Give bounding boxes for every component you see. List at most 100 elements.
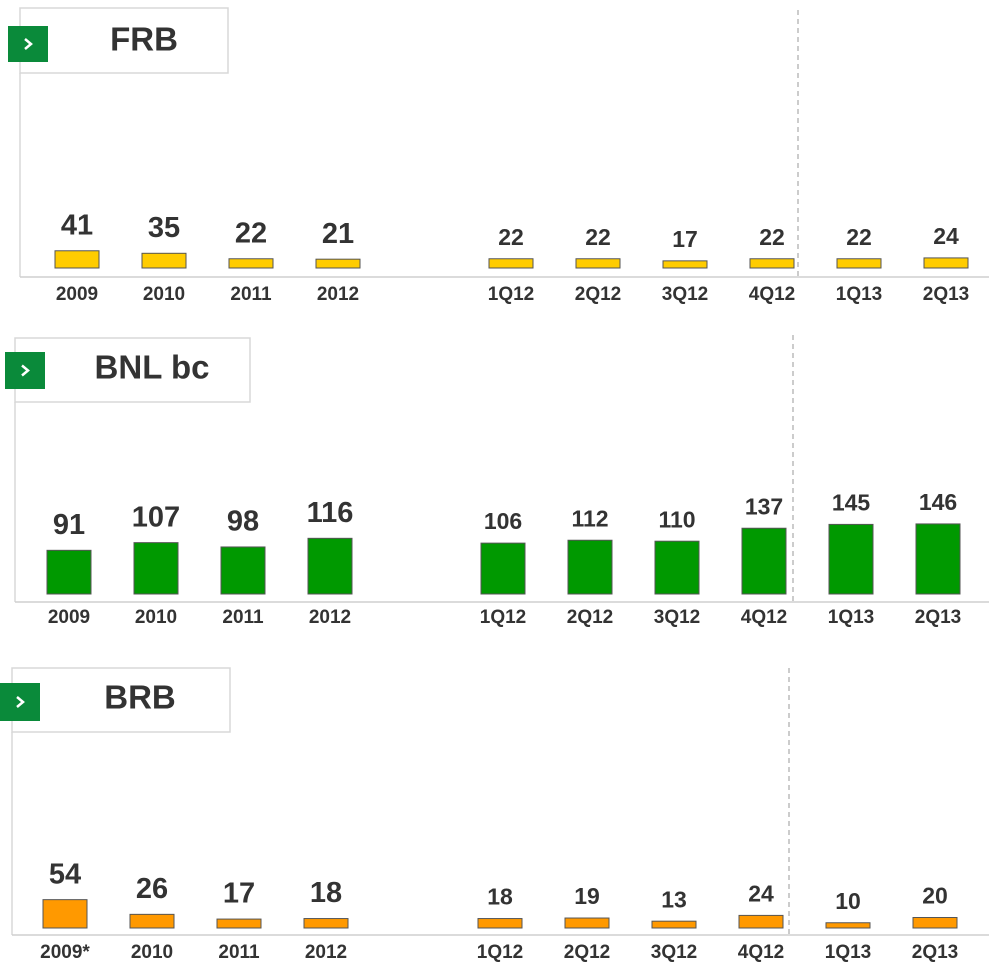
bar (741, 527, 787, 595)
x-tick-label: 2012 (305, 942, 347, 963)
bar (216, 918, 262, 929)
value-label: 21 (322, 218, 354, 250)
x-tick-label: 2011 (222, 607, 264, 628)
x-tick-label: 4Q12 (741, 607, 787, 628)
bar (129, 913, 175, 929)
icon (8, 26, 48, 62)
bar (654, 540, 700, 595)
bar (923, 257, 969, 269)
value-label: 17 (672, 226, 698, 252)
value-label: 18 (310, 877, 342, 909)
x-tick-label: 3Q12 (654, 607, 700, 628)
x-tick-label: 4Q12 (738, 942, 784, 963)
x-tick-label: 3Q12 (651, 942, 697, 963)
icon (0, 683, 40, 721)
value-label: 22 (498, 224, 524, 250)
bar (228, 258, 274, 269)
value-label: 54 (49, 858, 81, 890)
x-tick-label: 2Q13 (923, 284, 969, 305)
bar (651, 920, 697, 929)
title-box (11, 667, 231, 733)
value-label: 24 (933, 223, 959, 249)
x-tick-label: 1Q13 (825, 942, 871, 963)
bar (46, 549, 92, 595)
bar (912, 917, 958, 929)
x-tick-label: 2Q13 (912, 942, 958, 963)
value-label: 22 (846, 224, 872, 250)
bar (480, 542, 526, 595)
x-tick-label: 2010 (135, 607, 177, 628)
x-tick-label: 2009* (40, 942, 90, 963)
icon-chevron (24, 38, 33, 50)
bar (825, 922, 871, 929)
value-label: 112 (571, 505, 608, 531)
bar (564, 917, 610, 929)
x-tick-label: 2Q12 (575, 284, 621, 305)
x-tick-label: 2Q13 (915, 607, 961, 628)
value-label: 146 (919, 489, 957, 515)
bar (42, 899, 88, 929)
value-label: 110 (658, 506, 695, 532)
x-tick-label: 2011 (230, 284, 272, 305)
bar (133, 542, 179, 595)
value-label: 26 (136, 873, 168, 905)
bar (749, 258, 795, 269)
bar (315, 258, 361, 269)
bar (575, 258, 621, 269)
bar (220, 546, 266, 595)
value-label: 19 (574, 883, 600, 909)
x-tick-label: 3Q12 (662, 284, 708, 305)
value-label: 116 (307, 497, 354, 529)
title-box (14, 337, 251, 403)
value-label: 10 (835, 888, 861, 914)
x-tick-label: 2011 (218, 942, 260, 963)
x-tick-label: 1Q12 (488, 284, 534, 305)
bar (828, 523, 874, 595)
value-label: 98 (227, 506, 259, 538)
value-label: 137 (745, 493, 783, 519)
x-tick-label: 1Q13 (836, 284, 882, 305)
chart-title: FRB (110, 21, 178, 58)
bar (738, 914, 784, 929)
value-label: 22 (235, 217, 267, 249)
bar (477, 918, 523, 929)
x-tick-label: 4Q12 (749, 284, 795, 305)
x-tick-label: 2010 (143, 284, 185, 305)
value-label: 106 (484, 508, 522, 534)
value-label: 41 (61, 209, 93, 241)
bar (836, 258, 882, 269)
value-label: 91 (53, 509, 85, 541)
value-label: 24 (748, 880, 774, 906)
x-tick-label: 1Q12 (480, 607, 526, 628)
value-label: 13 (661, 886, 687, 912)
value-label: 20 (922, 883, 948, 909)
chart-title: BNL bc (95, 349, 210, 386)
bar (307, 537, 353, 595)
bar (567, 539, 613, 595)
x-tick-label: 1Q12 (477, 942, 523, 963)
value-label: 35 (148, 212, 180, 244)
x-tick-label: 2010 (131, 942, 173, 963)
value-label: 18 (487, 884, 513, 910)
value-label: 22 (585, 224, 611, 250)
x-tick-label: 2012 (309, 607, 351, 628)
icon-chevron (16, 696, 25, 708)
x-tick-label: 2Q12 (564, 942, 610, 963)
title-box (19, 7, 229, 74)
chart-title: BRB (104, 679, 176, 716)
x-tick-label: 1Q13 (828, 607, 874, 628)
value-label: 17 (223, 878, 255, 910)
x-tick-label: 2009 (48, 607, 90, 628)
bar (915, 523, 961, 595)
value-label: 107 (132, 501, 180, 533)
x-tick-label: 2Q12 (567, 607, 613, 628)
icon (5, 352, 45, 389)
bar (488, 258, 534, 269)
icon-chevron (21, 364, 30, 377)
value-label: 145 (832, 489, 871, 515)
bar (54, 250, 100, 269)
bar (662, 260, 708, 269)
bar (303, 918, 349, 929)
x-tick-label: 2012 (317, 284, 359, 305)
